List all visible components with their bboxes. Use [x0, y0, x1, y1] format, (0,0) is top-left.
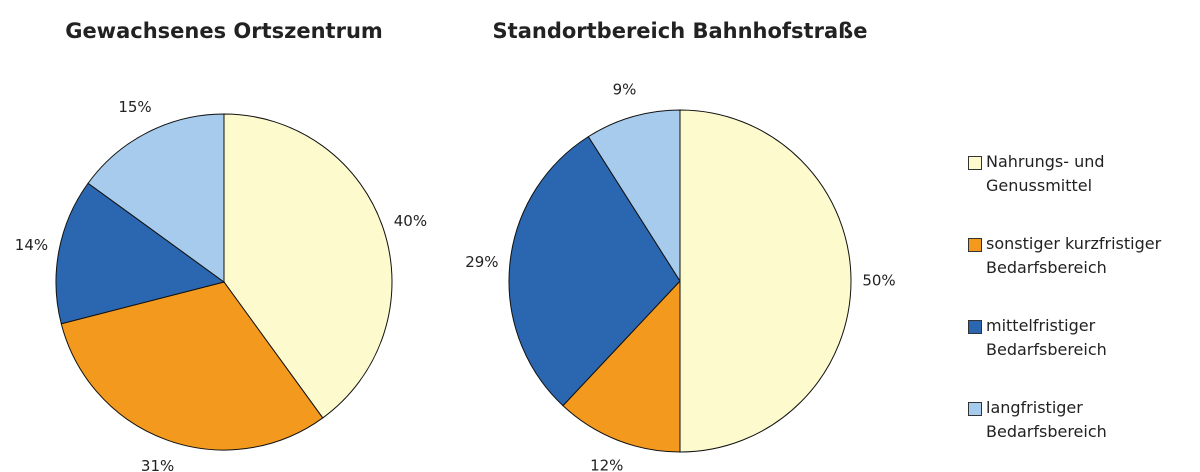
legend-item: Nahrungs- und Genussmittel	[968, 150, 1200, 198]
pie-slice	[60, 281, 324, 451]
legend: Nahrungs- und Genussmittel sonstiger kurz…	[968, 150, 1200, 444]
data-label: 31%	[141, 457, 174, 472]
chart-title: Gewachsenes Ortszentrum	[65, 19, 383, 43]
data-label: 29%	[465, 253, 498, 271]
pie-slice	[223, 113, 393, 419]
legend-label: sonstiger kurzfristiger Bedarfsbereich	[986, 234, 1162, 277]
pie-slice	[55, 182, 226, 325]
data-label: 40%	[394, 212, 427, 230]
pie-slice	[587, 109, 681, 283]
data-label: 14%	[15, 236, 48, 254]
legend-item: sonstiger kurzfristiger Bedarfsbereich	[968, 232, 1200, 280]
legend-item: langfristiger Bedarfsbereich	[968, 396, 1200, 444]
legend-swatch	[968, 238, 982, 252]
data-label: 9%	[613, 80, 637, 98]
legend-label: mittelfristiger Bedarfsbereich	[986, 316, 1107, 359]
data-label: 12%	[590, 457, 623, 472]
legend-swatch	[968, 156, 982, 170]
legend-label: Nahrungs- und Genussmittel	[986, 152, 1105, 195]
data-label: 15%	[118, 98, 151, 116]
pie-slice	[508, 135, 681, 407]
legend-item: mittelfristiger Bedarfsbereich	[968, 314, 1200, 362]
legend-label: langfristiger Bedarfsbereich	[986, 398, 1107, 441]
pie-slice	[679, 109, 852, 453]
legend-swatch	[968, 402, 982, 416]
data-label: 50%	[862, 272, 895, 290]
pie-slice	[562, 279, 681, 453]
pie-slice	[87, 113, 225, 283]
legend-swatch	[968, 320, 982, 334]
chart-title: Standortbereich Bahnhofstraße	[493, 19, 868, 43]
charts: Gewachsenes Ortszentrum 40% 31% 14% 15% Stand…	[15, 19, 896, 472]
